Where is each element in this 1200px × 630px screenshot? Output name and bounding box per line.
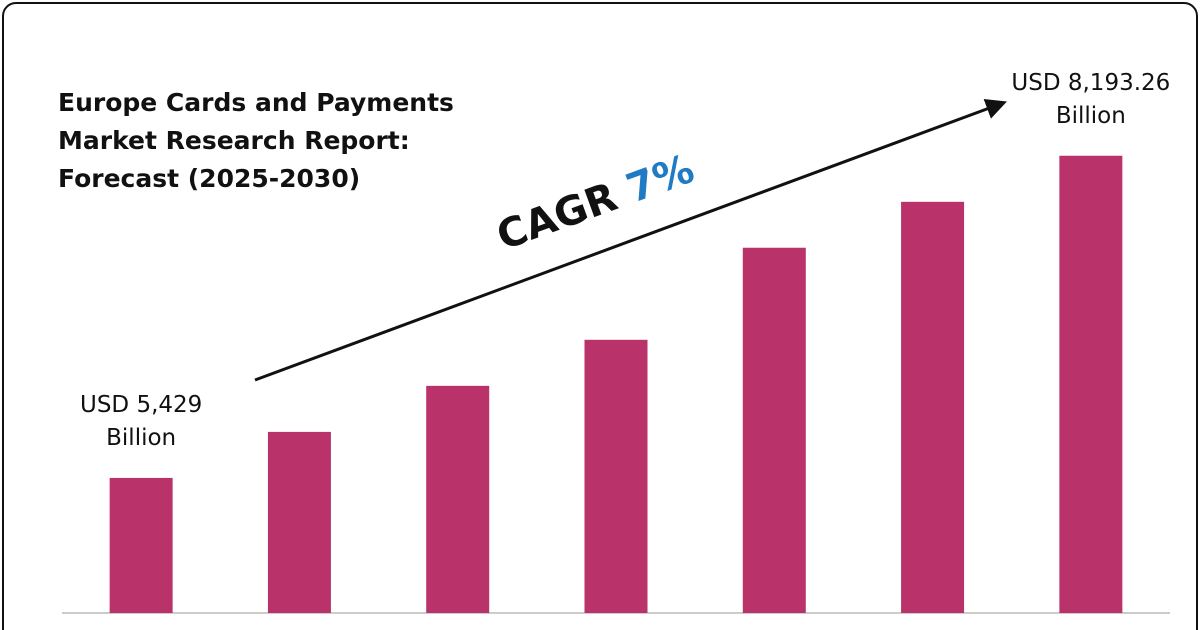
bar: [109, 477, 173, 613]
trend-arrow: [254, 98, 1007, 382]
bar: [267, 431, 331, 613]
cagr-annotation: CAGR 7%: [491, 146, 700, 260]
cagr-value: 7%: [621, 146, 701, 212]
bar: [901, 201, 965, 613]
cagr-text: CAGR: [491, 174, 623, 260]
value-label: USD 8,193.26 Billion: [1011, 70, 1170, 129]
chart-title: Europe Cards and Payments Market Researc…: [58, 88, 454, 193]
bar: [584, 339, 648, 613]
bar: [742, 247, 806, 613]
bar: [1059, 155, 1123, 614]
value-label: USD 5,429 Billion: [80, 392, 202, 451]
bar: [426, 385, 490, 613]
